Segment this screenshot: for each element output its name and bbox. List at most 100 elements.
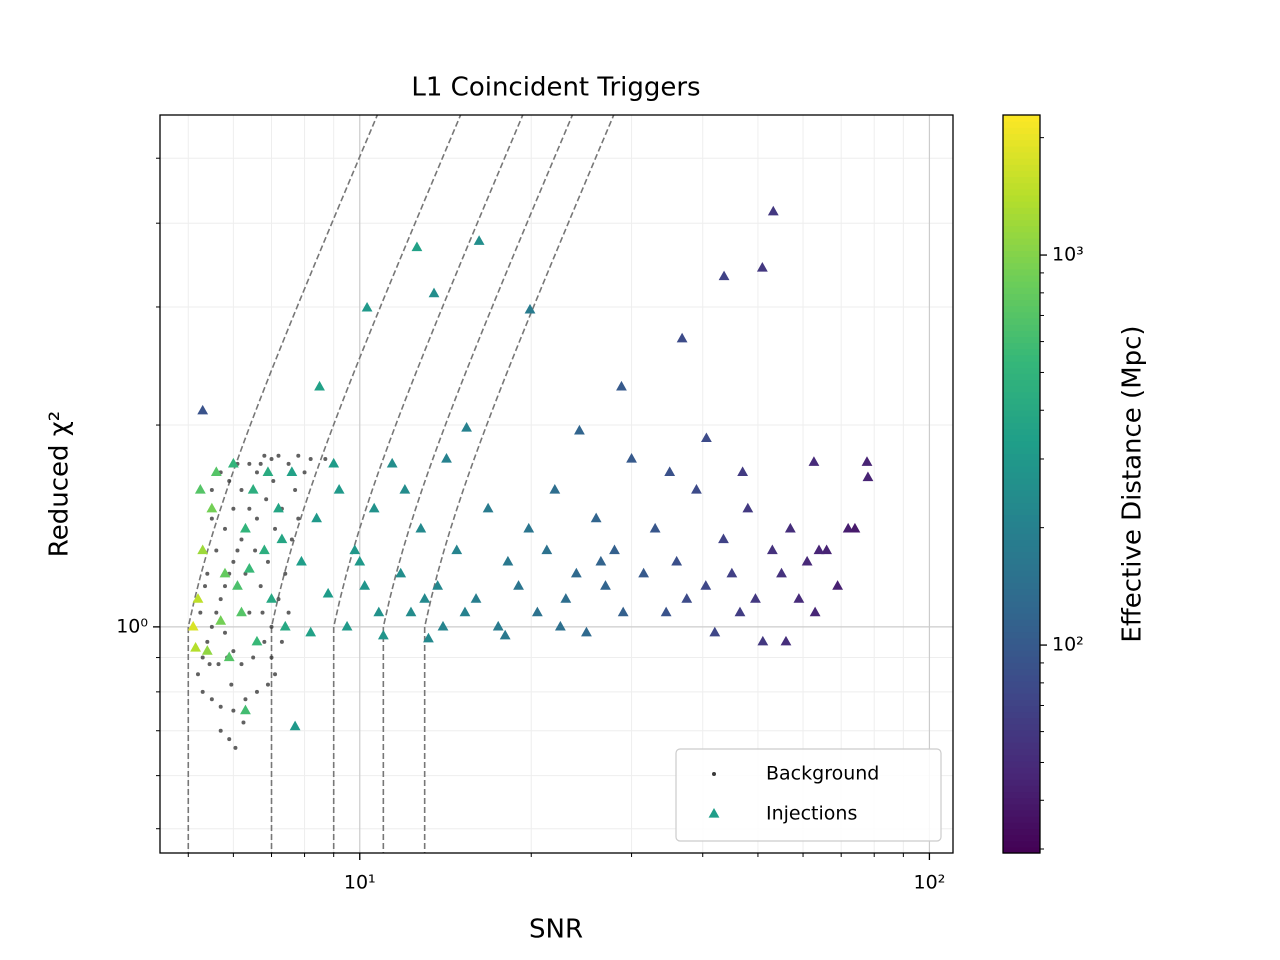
background-point [279,639,284,644]
colorbar-segment [1003,367,1040,374]
background-point [243,697,248,702]
background-point [218,728,223,733]
background-point [241,720,246,725]
colorbar-segment [1003,145,1040,153]
background-point [209,488,214,493]
colorbar-segment [1003,188,1040,196]
background-point [296,516,301,521]
background-point [276,453,281,458]
x-tick-label: 10² [914,872,946,894]
colorbar-segment [1003,416,1040,424]
colorbar-segment [1003,846,1040,854]
colorbar-segment [1003,317,1040,325]
background-point [262,639,267,644]
colorbar-segment [1003,422,1040,430]
colorbar-segment [1003,748,1040,756]
legend-marker [708,808,720,818]
background-point [258,461,263,466]
injection-point [560,593,572,603]
background-point [271,479,276,484]
axes: 10¹ 10² 10⁰ [116,157,946,894]
injection-point [215,615,227,625]
background-point [296,453,301,458]
background-point [308,456,313,461]
background-point [264,497,269,502]
background-point [198,610,203,615]
injection-point [451,544,463,555]
injection-point [286,466,298,476]
background-point [260,610,265,615]
injection-point [681,593,693,603]
injection-point [262,466,274,476]
injection-point [570,567,582,578]
colorbar-segment [1003,588,1040,596]
injection-point [531,606,543,617]
injection-point [784,522,796,533]
background-point [265,682,270,687]
colorbar-segment [1003,594,1040,602]
background-point [222,630,227,635]
injection-point [328,457,340,468]
contour-line [382,115,574,853]
injection-point [459,606,471,617]
injection-point [441,452,452,463]
colorbar-segment [1003,600,1040,608]
injection-point [192,593,204,603]
background-point [195,672,200,677]
colorbar-segment [1003,207,1040,214]
injection-point [470,593,482,603]
injection-point [808,456,820,466]
injection-point [709,626,721,637]
background-point [231,559,236,564]
injection-point [513,580,524,590]
colorbar-segment [1003,219,1040,227]
injection-point [676,332,688,343]
injection-point [368,502,380,513]
colorbar-segment [1003,619,1040,627]
colorbar-segment [1003,213,1040,221]
colorbar-segment [1003,231,1040,239]
injection-point [660,606,672,617]
injection-point [541,544,553,555]
colorbar-segment [1003,742,1040,750]
background-point [233,745,238,750]
injection-point [223,651,235,662]
injection-point [581,626,592,637]
background-point [209,697,214,702]
background-point [323,456,328,461]
colorbar-segment [1003,754,1040,762]
colorbar-segment [1003,803,1040,811]
colorbar-segment [1003,268,1040,276]
background-point [205,571,210,576]
colorbar-segment [1003,201,1040,208]
injection-point [701,432,712,443]
colorbar-segment [1003,563,1040,571]
background-point [229,682,234,687]
colorbar-segment [1003,791,1040,799]
background-point [251,655,256,660]
colorbar-frame [1002,114,1041,854]
background-point [293,488,298,493]
background-point [205,639,210,644]
colorbar-segment [1003,176,1040,184]
legend-box [675,748,942,842]
injection-point [373,606,385,617]
colorbar-segment [1003,570,1040,577]
colorbar-segment [1003,287,1040,294]
colorbar-segment [1003,840,1040,848]
colorbar-segment [1003,121,1040,128]
colorbar-segment [1003,650,1040,657]
colorbar-segment [1003,662,1040,670]
colorbar-segment [1003,686,1040,694]
injection-point [359,580,371,590]
background-point [214,610,219,615]
background-point [269,655,274,660]
injection-point [386,457,398,468]
injection-point [671,555,683,566]
colorbar-segment [1003,637,1040,645]
injection-point [405,606,417,617]
injection-point [861,456,873,466]
injection-point [473,235,485,245]
background-point [239,662,244,667]
